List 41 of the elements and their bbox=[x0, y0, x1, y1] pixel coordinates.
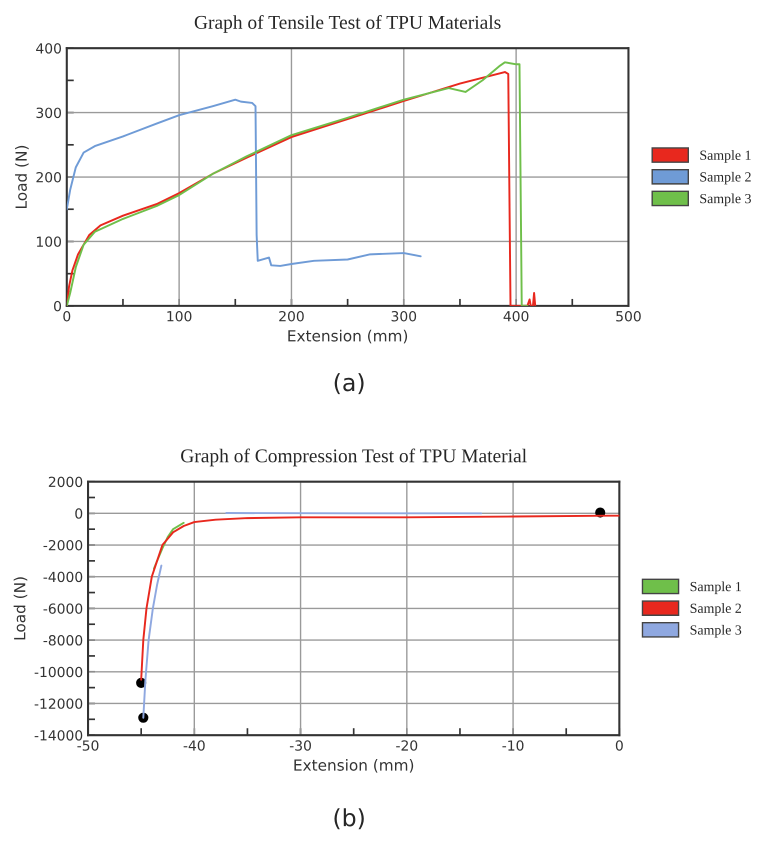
chart-title: Graph of Tensile Test of TPU Materials bbox=[194, 15, 501, 33]
y-tick-label: -2000 bbox=[44, 540, 82, 550]
y-tick-label: 0 bbox=[75, 508, 82, 519]
x-tick-label: 200 bbox=[279, 310, 304, 322]
legend-label: Sample 3 bbox=[690, 624, 742, 638]
y-tick-label: -4000 bbox=[44, 572, 82, 582]
x-tick-label: 100 bbox=[167, 310, 192, 322]
x-tick-label: -10 bbox=[502, 740, 524, 751]
legend-label: Sample 1 bbox=[690, 581, 741, 594]
x-tick-label: 400 bbox=[504, 310, 528, 322]
legend-label: Sample 2 bbox=[700, 172, 751, 184]
x-axis-title: Extension (mm) bbox=[294, 759, 414, 773]
y-tick-label: 2000 bbox=[48, 476, 82, 488]
y-tick-label: -14000 bbox=[34, 730, 82, 741]
x-tick-label: -40 bbox=[184, 740, 205, 751]
text: (b) bbox=[334, 808, 364, 830]
y-tick-label: 0 bbox=[54, 300, 62, 312]
y-tick-label: -10000 bbox=[34, 666, 82, 678]
x-tick-label: 500 bbox=[616, 310, 641, 322]
chart-title: Graph of Compression Test of TPU Material bbox=[181, 448, 527, 466]
line-series bbox=[152, 522, 185, 570]
x-tick-label: 300 bbox=[392, 310, 416, 322]
legend-label: Sample 1 bbox=[700, 150, 751, 163]
text: (a) bbox=[334, 373, 364, 394]
y-tick-label: 300 bbox=[36, 108, 62, 118]
x-tick-label: -30 bbox=[290, 740, 311, 751]
y-axis-title: Load (N) bbox=[14, 577, 28, 640]
y-tick-label: 100 bbox=[36, 236, 62, 247]
y-tick-label: -12000 bbox=[34, 698, 82, 709]
x-tick-label: -50 bbox=[77, 740, 98, 751]
y-tick-label: 400 bbox=[36, 43, 62, 54]
x-axis-title: Extension (mm) bbox=[288, 330, 408, 344]
x-tick-label: -20 bbox=[396, 740, 418, 751]
line-series bbox=[66, 98, 422, 267]
y-tick-label: -6000 bbox=[44, 603, 82, 614]
y-axis-title: Load (N) bbox=[15, 146, 29, 208]
y-tick-label: -8000 bbox=[44, 635, 82, 646]
legend-label: Sample 3 bbox=[700, 194, 751, 206]
legend-label: Sample 2 bbox=[690, 603, 742, 616]
x-tick-label: 0 bbox=[616, 740, 623, 751]
y-tick-label: 200 bbox=[36, 172, 62, 182]
